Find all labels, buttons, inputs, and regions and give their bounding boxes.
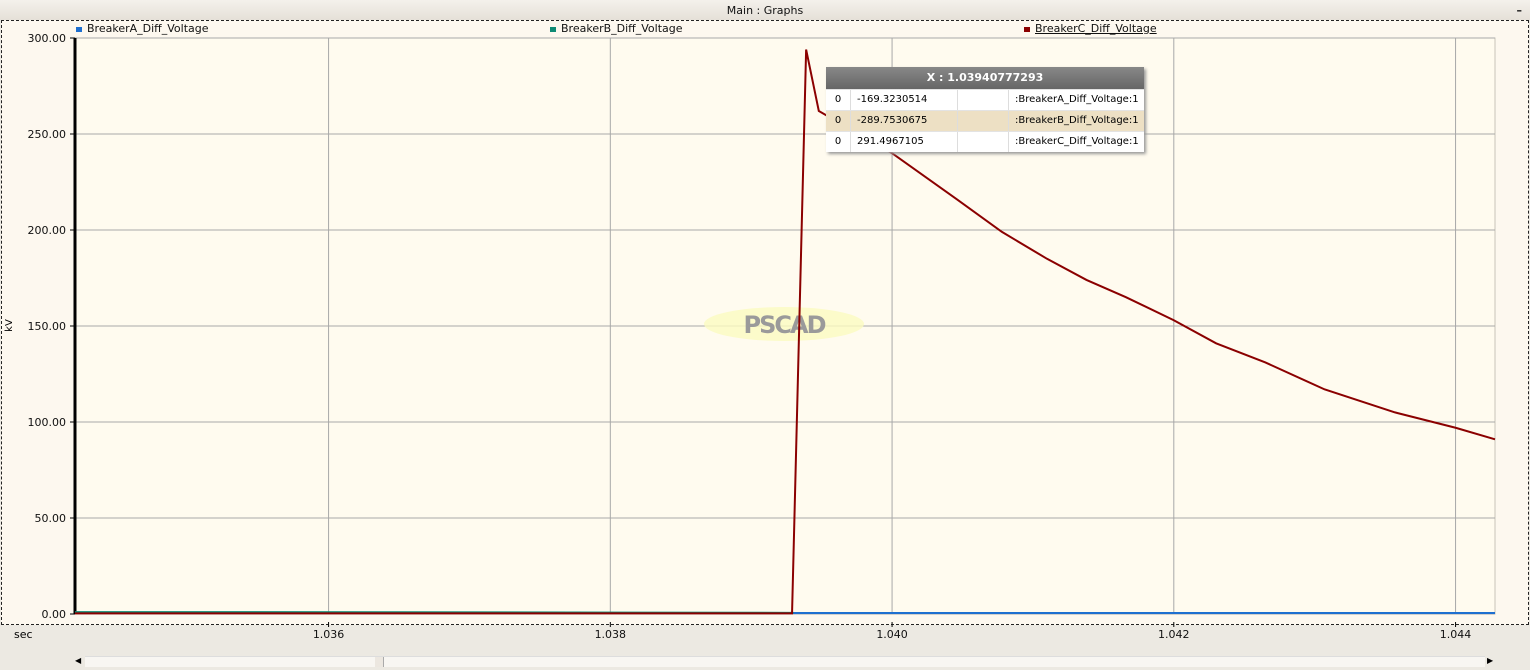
tooltip-row: 0 -289.7530675:BreakerB_Diff_Voltage:1 <box>826 110 1144 131</box>
tooltip-row: 0 291.4967105:BreakerC_Diff_Voltage:1 <box>826 131 1144 152</box>
legend-swatch-icon <box>1024 26 1030 32</box>
horizontal-scrollbar[interactable] <box>85 656 1485 667</box>
x-tick-label: 1.040 <box>876 628 908 641</box>
scrollbar-thumb[interactable] <box>375 657 384 667</box>
x-axis-label: sec <box>14 628 33 641</box>
legend-breakera[interactable]: BreakerA_Diff_Voltage <box>76 22 209 35</box>
y-tick-label: 150.00 <box>28 320 67 333</box>
x-tick-label: 1.044 <box>1440 628 1472 641</box>
tooltip-header: X : 1.03940777293 <box>826 67 1144 89</box>
y-tick-label: 0.00 <box>42 608 67 621</box>
pscad-watermark: PSCAD <box>744 311 826 339</box>
legend-breakerc[interactable]: BreakerC_Diff_Voltage <box>1024 22 1157 35</box>
scroll-left-icon[interactable]: ◀ <box>75 656 82 665</box>
y-axis-label: kV <box>3 319 15 332</box>
window-title: Main : Graphs <box>726 4 804 17</box>
y-tick-label: 300.00 <box>28 32 67 45</box>
x-tick-label: 1.038 <box>595 628 627 641</box>
y-tick-label: 100.00 <box>28 416 67 429</box>
window-title-bar: Main : Graphs – <box>0 0 1530 20</box>
scroll-right-icon[interactable]: ▶ <box>1487 656 1494 665</box>
legend-swatch-icon <box>76 26 82 32</box>
series-line-BreakerC_Diff_Voltage <box>75 49 1496 615</box>
legend-breakerb[interactable]: BreakerB_Diff_Voltage <box>550 22 683 35</box>
tooltip-row: 0 -169.3230514:BreakerA_Diff_Voltage:1 <box>826 89 1144 110</box>
y-tick-label: 200.00 <box>28 224 67 237</box>
y-tick-label: 250.00 <box>28 128 67 141</box>
x-tick-label: 1.036 <box>313 628 345 641</box>
value-tooltip: X : 1.03940777293 0 -169.3230514:BreakerA… <box>826 67 1144 152</box>
x-tick-label: 1.042 <box>1158 628 1190 641</box>
watermark-glow <box>704 307 864 341</box>
y-tick-label: 50.00 <box>35 512 67 525</box>
minimize-button[interactable]: – <box>1516 4 1523 17</box>
legend-swatch-icon <box>550 26 556 32</box>
